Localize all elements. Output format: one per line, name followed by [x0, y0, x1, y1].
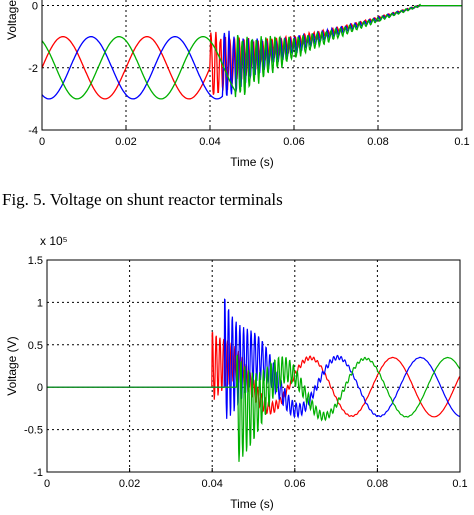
top-plot-lines — [41, 3, 462, 100]
bottom-y-tick-label: -1 — [33, 467, 43, 479]
bottom-x-tick-label: 0.06 — [284, 478, 305, 490]
top-x-tick-label: 0.04 — [199, 136, 220, 148]
bottom-x-tick-label: 0.02 — [119, 478, 140, 490]
bottom-x-tick-label: 0.04 — [201, 478, 222, 490]
figure-caption: Fig. 5. Voltage on shunt reactor termina… — [2, 190, 283, 209]
bottom-x-tick-label: 0.1 — [452, 478, 467, 490]
bottom-series-line — [47, 354, 461, 462]
top-voltage-chart: 0 0.02 0.04 0.06 0.08 0.1 -4 -2 0 Time (s) Volt… — [5, 0, 470, 169]
top-x-axis-label: Time (s) — [230, 155, 274, 169]
top-x-tick-label: 0.1 — [454, 136, 469, 148]
top-y-tick-label: 0 — [32, 1, 38, 13]
top-x-tick-label: 0.08 — [367, 136, 388, 148]
top-x-tick-labels: 0 0.02 0.04 0.06 0.08 0.1 — [39, 136, 470, 148]
bottom-multiplier: x 10⁵ — [40, 234, 68, 248]
bottom-plot-border — [46, 259, 461, 473]
bottom-x-tick-label: 0 — [44, 478, 50, 490]
top-x-tick-label: 0.02 — [115, 136, 136, 148]
bottom-x-tick-labels: 0 0.02 0.04 0.06 0.08 0.1 — [44, 478, 468, 490]
bottom-plot-lines — [47, 298, 461, 462]
bottom-y-tick-label: 1 — [37, 297, 43, 309]
top-y-tick-label: -4 — [28, 125, 38, 137]
top-x-tick-label: 0 — [39, 136, 45, 148]
top-y-axis-label: Voltage — [5, 0, 19, 40]
bottom-y-tick-label: 0 — [37, 382, 43, 394]
bottom-y-tick-label: -0.5 — [24, 425, 43, 437]
top-y-tick-labels: -4 -2 0 — [28, 1, 38, 137]
bottom-y-tick-labels: -1 -0.5 0 0.5 1 1.5 — [24, 255, 43, 479]
bottom-y-axis-label: Voltage (V) — [5, 336, 19, 395]
bottom-y-tick-label: 0.5 — [28, 340, 43, 352]
bottom-y-tick-label: 1.5 — [28, 255, 43, 267]
top-series-line — [41, 3, 462, 100]
top-x-tick-label: 0.06 — [283, 136, 304, 148]
top-plot-border — [41, 0, 463, 131]
bottom-x-axis-label: Time (s) — [230, 497, 274, 511]
bottom-x-tick-label: 0.08 — [367, 478, 388, 490]
top-y-tick-label: -2 — [28, 63, 38, 75]
bottom-voltage-chart: x 10⁵ 0 0.02 0.04 0.06 0.08 0.1 -1 -0.5 0 0.5 1 1.… — [5, 234, 468, 511]
